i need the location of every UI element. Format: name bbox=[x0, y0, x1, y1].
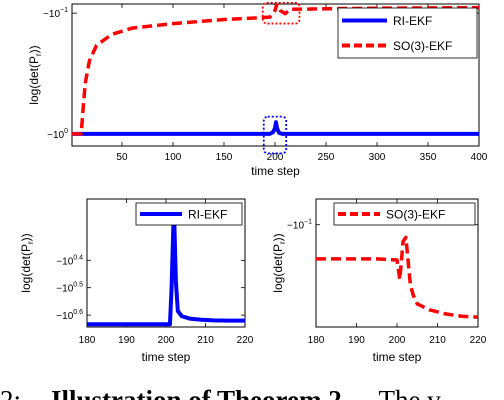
legend-label: RI-EKF bbox=[393, 14, 432, 28]
x-axis-label: time step bbox=[142, 350, 191, 364]
legend: SO(3)-EKF bbox=[333, 202, 476, 226]
legend-frame bbox=[337, 7, 478, 59]
legend: RI-EKF bbox=[135, 202, 243, 226]
legend-frame bbox=[333, 202, 476, 226]
legend-label: SO(3)-EKF bbox=[393, 39, 452, 53]
y-axis-label: log(det(Pr)) bbox=[271, 233, 287, 292]
legend-frame bbox=[135, 202, 243, 226]
x-tick-label: 200 bbox=[158, 335, 175, 346]
x-tick-label: 350 bbox=[420, 152, 437, 163]
figure-caption: 2: Illustration of Theorem 2. The v bbox=[0, 374, 504, 400]
caption-prefix: 2: bbox=[0, 385, 22, 400]
plot-area bbox=[72, 4, 479, 136]
x-tick-label: 210 bbox=[429, 335, 446, 346]
y-tick-label: −100.6 bbox=[56, 309, 83, 322]
plot-area bbox=[87, 204, 245, 327]
plot-area bbox=[316, 235, 478, 319]
x-tick-label: 180 bbox=[79, 335, 96, 346]
highlight-box bbox=[261, 1, 301, 25]
x-tick-label: 200 bbox=[389, 335, 406, 346]
caption-tail: The v bbox=[378, 385, 441, 400]
y-tick-label: −100.4 bbox=[56, 254, 83, 267]
x-tick-label: 210 bbox=[197, 335, 214, 346]
x-tick-label: 300 bbox=[369, 152, 386, 163]
x-tick-label: 100 bbox=[165, 152, 182, 163]
caption-bold: Illustration of Theorem 2. bbox=[51, 385, 349, 400]
x-tick-label: 190 bbox=[348, 335, 365, 346]
legend: RI-EKF SO(3)-EKF bbox=[337, 7, 478, 59]
x-axis-label: time step bbox=[251, 164, 300, 178]
x-tick-label: 190 bbox=[118, 335, 135, 346]
x-tick-label: 220 bbox=[470, 335, 487, 346]
x-tick-label: 220 bbox=[237, 335, 254, 346]
y-tick-label: −10−1 bbox=[43, 7, 68, 20]
y-tick-label: −10−1 bbox=[287, 219, 312, 232]
y-axis-label: log(det(Pr)) bbox=[19, 233, 35, 292]
legend-label: SO(3)-EKF bbox=[386, 208, 445, 222]
y-axis-label: log(det(Pr)) bbox=[27, 45, 43, 104]
series-line-so-3-ekf bbox=[72, 4, 479, 136]
chart-panel-1: 50 100 150 200 250 300 350 400 −100 −10−1 time ste… bbox=[27, 1, 488, 178]
x-tick-label: 50 bbox=[116, 152, 128, 163]
chart-panel-2: 180 190 200 210 220 −100.4 −100.5 −100.6 time st… bbox=[19, 198, 254, 364]
chart-panel-3: 180 190 200 210 220 −10−1 time step log(det(Pr)… bbox=[271, 198, 487, 364]
x-tick-label: 180 bbox=[308, 335, 325, 346]
series-line-ri-ekf bbox=[87, 204, 245, 327]
legend-label: RI-EKF bbox=[188, 208, 227, 222]
x-tick-label: 250 bbox=[318, 152, 335, 163]
x-tick-label: 200 bbox=[267, 152, 284, 163]
x-tick-label: 150 bbox=[216, 152, 233, 163]
y-tick-label: −100.5 bbox=[56, 282, 83, 295]
series-line-so-3-ekf bbox=[316, 235, 478, 319]
y-tick-label: −100 bbox=[47, 128, 68, 141]
series-line-ri-ekf bbox=[72, 120, 479, 136]
x-tick-label: 400 bbox=[471, 152, 488, 163]
x-axis-label: time step bbox=[373, 350, 422, 364]
